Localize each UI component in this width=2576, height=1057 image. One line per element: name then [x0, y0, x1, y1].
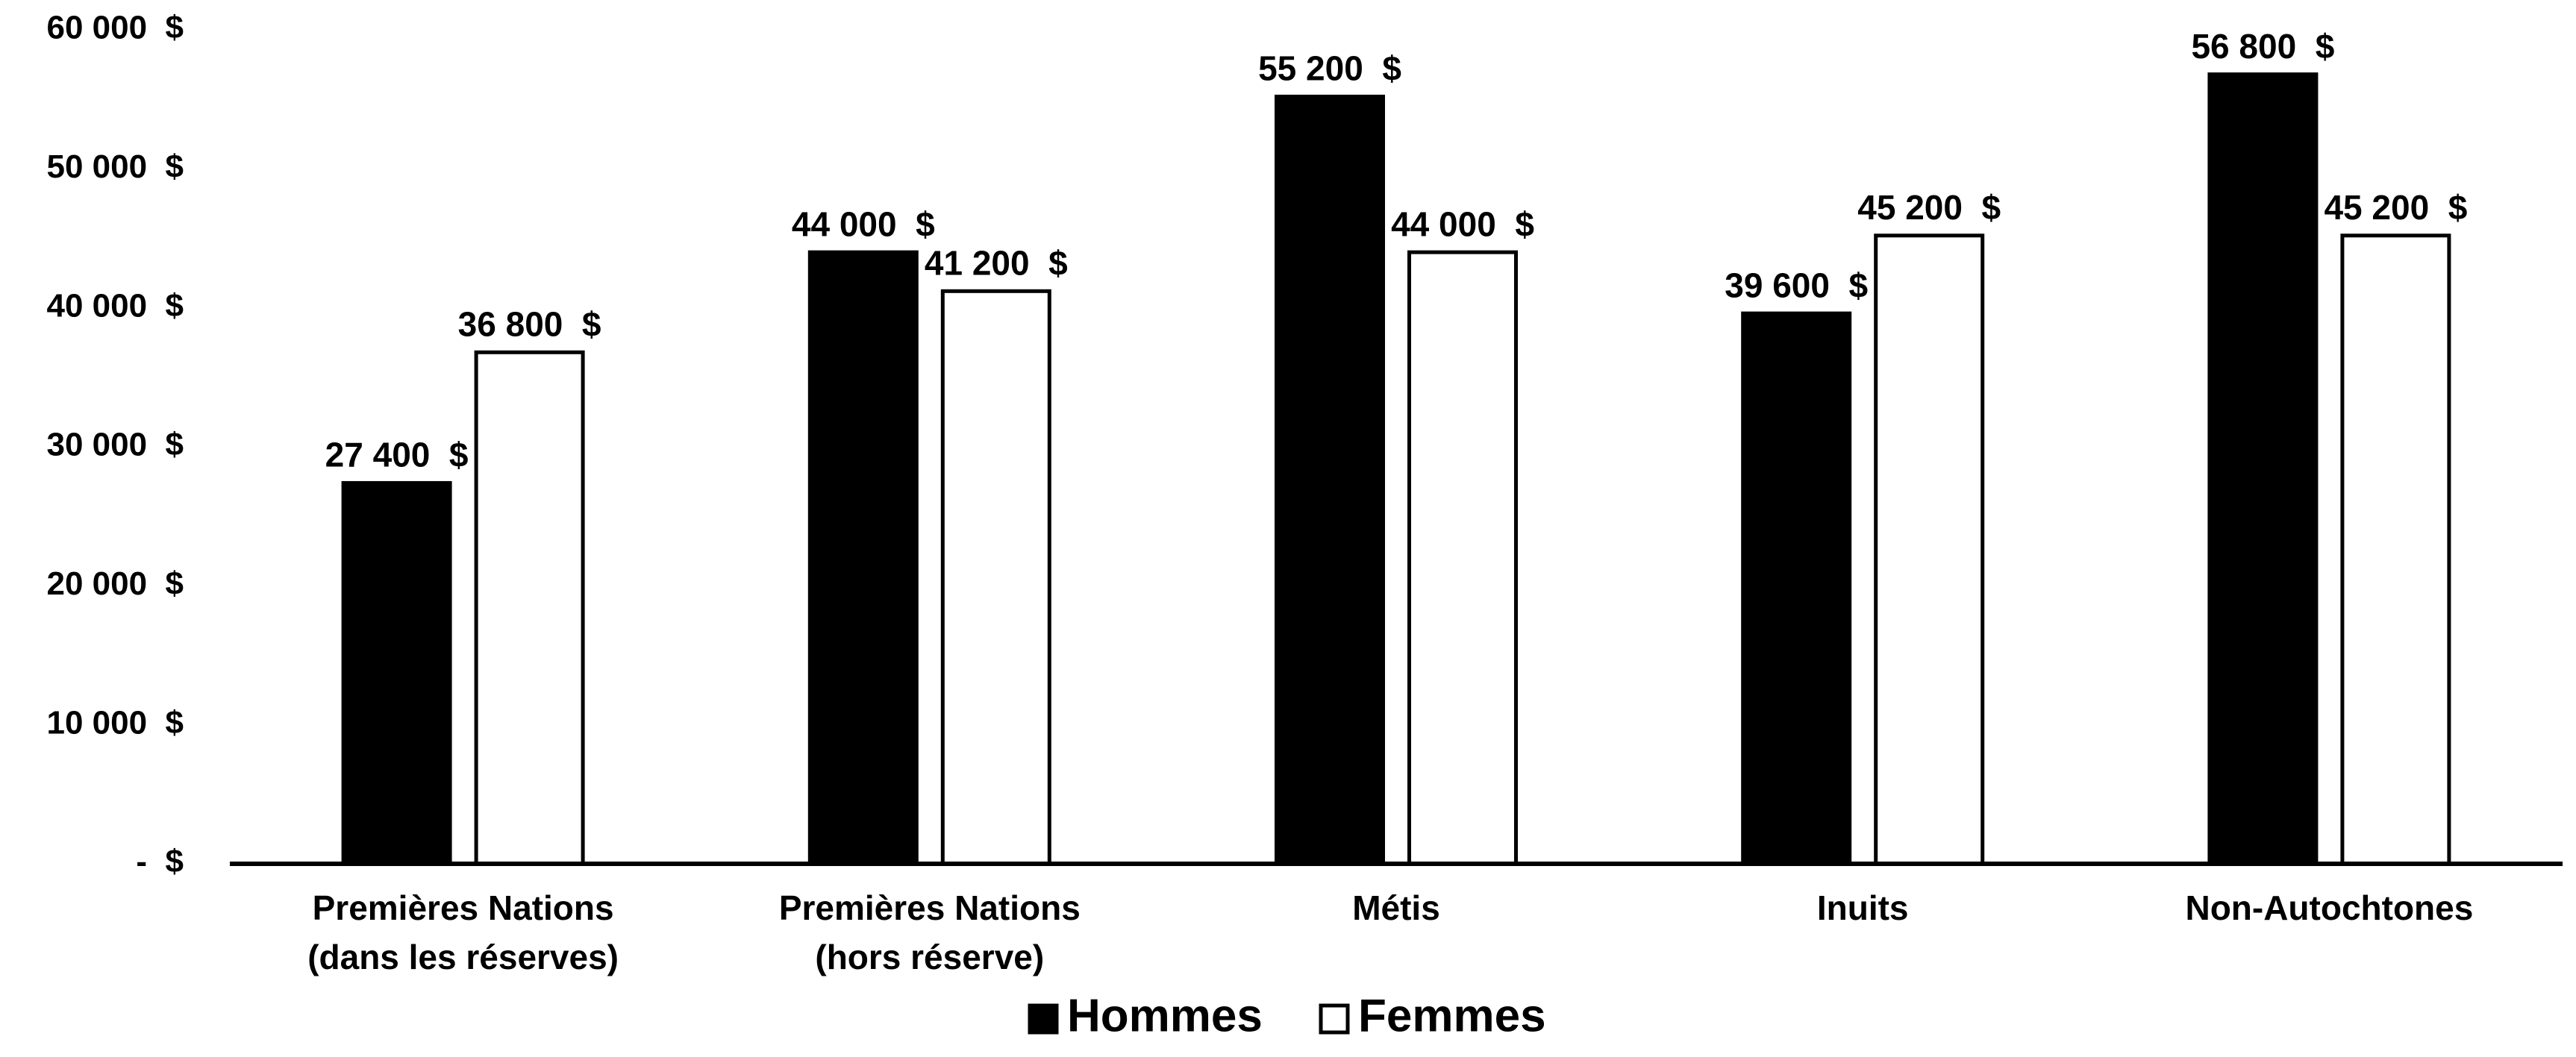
data-label: 36 800 $	[458, 304, 601, 343]
bar	[2340, 233, 2451, 866]
legend-swatch	[1028, 1003, 1059, 1035]
bar	[940, 289, 1051, 866]
x-tick-label: Premières Nations	[779, 888, 1081, 927]
y-tick-label: 60 000 $	[47, 10, 184, 46]
legend-label: Femmes	[1358, 990, 1546, 1041]
y-tick-label: 20 000 $	[47, 565, 184, 602]
data-label: 39 600 $	[1725, 266, 1868, 304]
y-tick-label: 50 000 $	[47, 148, 184, 185]
x-tick-label: Non-Autochtones	[2185, 888, 2473, 927]
data-label: 44 000 $	[792, 204, 935, 243]
bar	[2207, 72, 2319, 866]
data-label: 45 200 $	[2324, 188, 2467, 227]
data-label: 45 200 $	[1857, 188, 2001, 227]
y-tick-label: 30 000 $	[47, 427, 184, 463]
x-tick-label: Premières Nations	[313, 888, 614, 927]
bar	[341, 480, 452, 866]
x-tick-label: Inuits	[1817, 888, 1909, 927]
data-label: 41 200 $	[925, 243, 1068, 282]
y-tick-label: - $	[136, 844, 184, 880]
bar	[1874, 233, 1985, 866]
data-label: 56 800 $	[2191, 27, 2334, 66]
x-tick-label: (hors réserve)	[815, 938, 1044, 976]
x-tick-label: Métis	[1352, 888, 1440, 927]
x-tick-label: (dans les réserves)	[307, 938, 619, 976]
bar	[1741, 311, 1852, 866]
data-label: 44 000 $	[1391, 204, 1534, 243]
data-label: 27 400 $	[325, 436, 469, 474]
legend-swatch	[1319, 1003, 1350, 1035]
bar	[1407, 250, 1518, 866]
legend-label: Hommes	[1067, 990, 1263, 1041]
bar	[1275, 94, 1385, 866]
data-label: 55 200 $	[1258, 49, 1401, 88]
y-tick-label: 10 000 $	[47, 704, 184, 741]
y-tick-label: 40 000 $	[47, 287, 184, 324]
bar	[807, 250, 919, 866]
bar	[474, 350, 585, 866]
